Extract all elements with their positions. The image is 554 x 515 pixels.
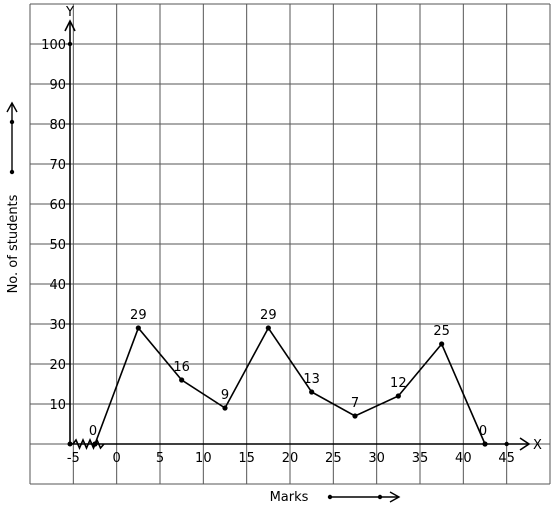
x-tick-mark <box>504 441 509 447</box>
x-tick-label: 25 <box>325 451 342 466</box>
data-point <box>439 341 445 347</box>
data-point <box>222 405 228 411</box>
x-direction-dot <box>377 494 383 500</box>
y-axis-title: No. of students <box>6 194 21 293</box>
y-tick-label: 70 <box>49 158 66 173</box>
data-label: 7 <box>351 396 359 411</box>
x-axis-arrowhead <box>519 437 531 451</box>
data-point <box>135 325 141 331</box>
axes <box>64 19 531 451</box>
x-tick-label: 10 <box>195 451 212 466</box>
y-tick-label: 50 <box>49 238 66 253</box>
data-label: 9 <box>221 388 229 403</box>
y-tick-label: 40 <box>49 278 66 293</box>
x-tick-label: 20 <box>282 451 299 466</box>
y-axis-letter: Y <box>65 5 74 20</box>
y-tick-label: 20 <box>49 358 66 373</box>
y-tick-label: 90 <box>49 78 66 93</box>
data-point <box>265 325 271 331</box>
x-tick-label: 45 <box>498 451 515 466</box>
x-axis-title: Marks <box>270 490 309 505</box>
axis-titles: X Y Marks No. of students <box>6 5 542 505</box>
x-direction-dot <box>327 494 333 500</box>
tick-labels: -5 0 5 10 15 20 25 30 35 40 4510203040506070809010… <box>41 38 515 466</box>
series <box>92 325 488 447</box>
y-direction-dot <box>9 169 15 175</box>
data-label: 13 <box>303 372 320 387</box>
y-direction-arrowhead <box>6 101 18 113</box>
x-tick-label: 35 <box>412 451 429 466</box>
data-label: 29 <box>260 308 277 323</box>
x-direction-arrowhead <box>389 491 401 503</box>
direction-arrows <box>6 101 401 503</box>
origin-point <box>67 441 73 447</box>
y-direction-dot <box>9 119 15 125</box>
data-point <box>92 441 98 447</box>
y-tick-label: 80 <box>49 118 66 133</box>
data-point <box>352 413 358 419</box>
data-point <box>395 393 401 399</box>
data-label: 16 <box>173 360 190 375</box>
y-tick-label: 60 <box>49 198 66 213</box>
y-tick-dot <box>67 41 73 47</box>
y-axis-arrowhead <box>64 19 76 32</box>
data-labels: 0 29 16 9 29 13 7 12 25 0 <box>89 308 487 439</box>
grid <box>29 3 551 485</box>
x-tick-label: 15 <box>238 451 255 466</box>
x-axis-break <box>72 438 105 450</box>
data-label: 25 <box>433 324 450 339</box>
series-line <box>94 326 486 445</box>
x-tick-label: 0 <box>113 451 121 466</box>
x-axis-letter: X <box>533 438 542 453</box>
x-tick-label: 30 <box>368 451 385 466</box>
y-tick-label: 100 <box>41 38 66 53</box>
data-label: 0 <box>89 424 97 439</box>
data-point <box>309 389 315 395</box>
y-tick-label: 30 <box>49 318 66 333</box>
data-label: 12 <box>390 376 407 391</box>
x-tick-label: 5 <box>156 451 164 466</box>
x-tick-label: -5 <box>67 451 80 466</box>
data-label: 29 <box>130 308 147 323</box>
data-point <box>482 441 488 447</box>
x-tick-label: 40 <box>455 451 472 466</box>
data-label: 0 <box>479 424 487 439</box>
data-point <box>179 377 185 383</box>
y-tick-label: 10 <box>49 398 66 413</box>
